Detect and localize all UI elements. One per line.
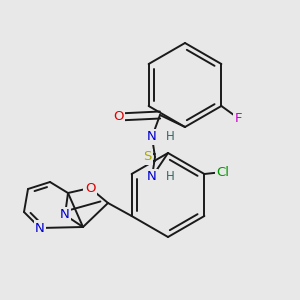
Text: H: H <box>166 130 174 143</box>
Text: F: F <box>234 112 242 124</box>
Text: Cl: Cl <box>217 166 230 178</box>
Text: O: O <box>85 182 95 194</box>
Text: N: N <box>147 130 157 143</box>
Text: N: N <box>60 208 70 221</box>
Text: N: N <box>35 221 45 235</box>
Text: N: N <box>147 170 157 184</box>
Text: O: O <box>113 110 123 124</box>
Text: H: H <box>166 170 174 184</box>
Text: S: S <box>143 151 151 164</box>
